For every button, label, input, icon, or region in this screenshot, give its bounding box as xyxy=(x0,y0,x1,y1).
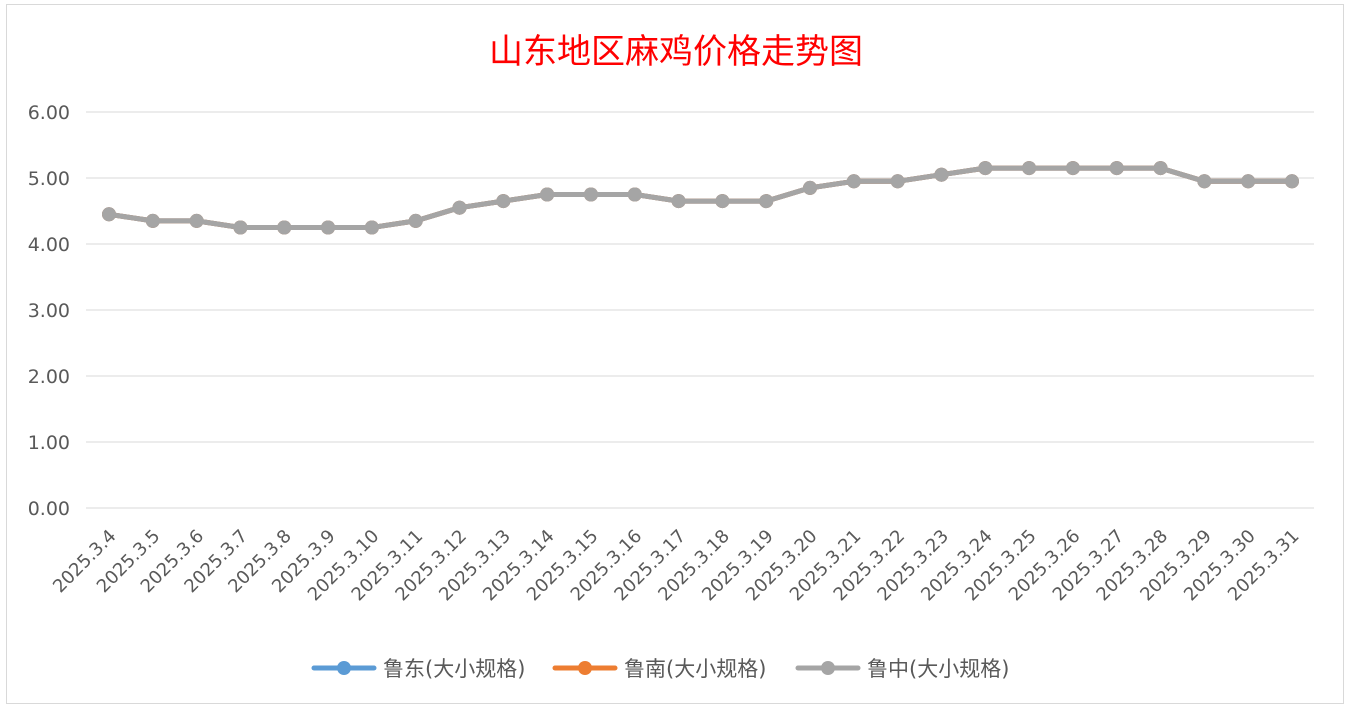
data-point xyxy=(233,220,248,235)
data-point xyxy=(496,194,511,209)
legend-swatch-marker xyxy=(337,661,351,675)
data-point xyxy=(583,187,598,202)
series-line xyxy=(106,165,1295,230)
data-point xyxy=(277,220,292,235)
data-point xyxy=(102,207,116,222)
data-point xyxy=(408,213,423,228)
y-tick-label: 0.00 xyxy=(28,498,70,520)
data-point xyxy=(145,213,160,228)
data-point xyxy=(846,174,861,189)
legend-swatch-marker xyxy=(578,661,592,675)
legend-item[interactable]: 鲁南(大小规格) xyxy=(552,657,766,681)
y-tick-label: 1.00 xyxy=(28,432,70,454)
data-point xyxy=(934,167,949,182)
legend-label: 鲁南(大小规格) xyxy=(624,657,766,681)
legend-label: 鲁东(大小规格) xyxy=(383,657,525,681)
data-point xyxy=(1285,174,1299,189)
data-point xyxy=(978,161,993,176)
data-point xyxy=(890,174,905,189)
legend[interactable]: 鲁东(大小规格) 鲁南(大小规格) 鲁中(大小规格) xyxy=(311,657,1009,681)
legend-label: 鲁中(大小规格) xyxy=(867,657,1009,681)
chart-title: 山东地区麻鸡价格走势图 xyxy=(489,32,863,72)
y-tick-label: 3.00 xyxy=(28,300,70,322)
grid-layer xyxy=(86,111,1314,509)
legend-item[interactable]: 鲁中(大小规格) xyxy=(795,657,1009,681)
data-point xyxy=(540,187,555,202)
data-point xyxy=(1022,161,1037,176)
x-axis-ticks: 2025.3.42025.3.52025.3.62025.3.72025.3.8… xyxy=(49,526,1304,606)
data-point xyxy=(1065,161,1080,176)
data-point xyxy=(1109,161,1124,176)
data-point xyxy=(715,194,730,209)
legend-item[interactable]: 鲁东(大小规格) xyxy=(311,657,525,681)
line-chart: 山东地区麻鸡价格走势图 0.00 1.00 2.00 3.00 4.00 5.00 6.00… xyxy=(28,32,1314,681)
y-tick-label: 5.00 xyxy=(28,168,70,190)
data-point xyxy=(321,220,336,235)
chart-frame: 山东地区麻鸡价格走势图 0.00 1.00 2.00 3.00 4.00 5.00 6.00… xyxy=(6,4,1344,704)
legend-swatch-marker xyxy=(821,661,835,675)
series-line xyxy=(106,165,1295,230)
data-point xyxy=(627,187,642,202)
data-point xyxy=(1241,174,1256,189)
y-axis-ticks: 0.00 1.00 2.00 3.00 4.00 5.00 6.00 xyxy=(28,102,70,520)
data-point xyxy=(1153,161,1168,176)
data-point xyxy=(759,194,774,209)
series-layer xyxy=(102,161,1299,235)
data-point xyxy=(364,220,379,235)
y-tick-label: 6.00 xyxy=(28,102,70,124)
series-2 xyxy=(102,161,1299,235)
data-point xyxy=(803,180,818,195)
y-tick-label: 2.00 xyxy=(28,366,70,388)
data-point xyxy=(189,213,204,228)
data-point xyxy=(671,194,686,209)
data-point xyxy=(452,200,467,215)
data-point xyxy=(1197,174,1212,189)
series-line xyxy=(106,165,1295,230)
y-tick-label: 4.00 xyxy=(28,234,70,256)
